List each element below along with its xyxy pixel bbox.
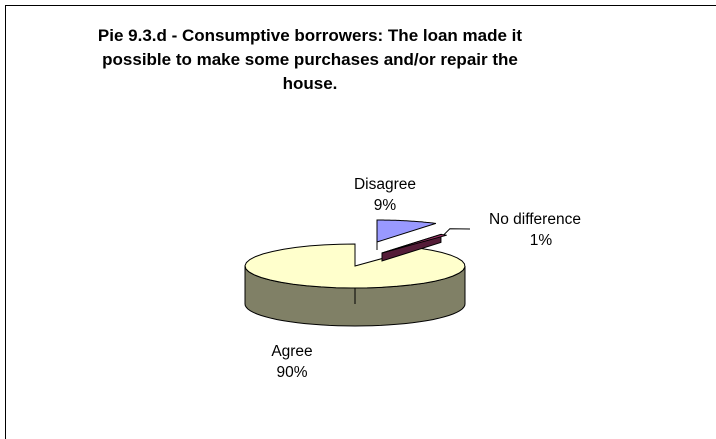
label-agree: Agree 90% xyxy=(252,341,332,383)
chart-border xyxy=(5,5,716,439)
label-agree-value: 90% xyxy=(276,364,308,381)
label-disagree-value: 9% xyxy=(373,197,397,214)
pie-top-disagree xyxy=(376,219,437,243)
pie-slice-no-difference xyxy=(381,233,447,262)
chart-title: Pie 9.3.d - Consumptive borrowers: The l… xyxy=(60,24,560,96)
leader-line-no-difference xyxy=(443,228,471,236)
chart-title-line-2: possible to make some purchases and/or r… xyxy=(102,50,518,69)
label-no-difference: No difference 1% xyxy=(470,209,600,251)
label-no-difference-value: 1% xyxy=(529,232,553,249)
pie-slice-agree xyxy=(244,243,466,327)
chart-title-line-3: house. xyxy=(282,74,338,93)
label-agree-name: Agree xyxy=(271,343,313,360)
label-disagree: Disagree 9% xyxy=(340,174,430,216)
label-no-difference-name: No difference xyxy=(489,211,581,228)
chart-title-line-1: Pie 9.3.d - Consumptive borrowers: The l… xyxy=(97,26,523,45)
label-disagree-name: Disagree xyxy=(353,176,417,193)
pie-slice-disagree xyxy=(376,219,437,250)
pie-top-agree xyxy=(244,243,466,289)
